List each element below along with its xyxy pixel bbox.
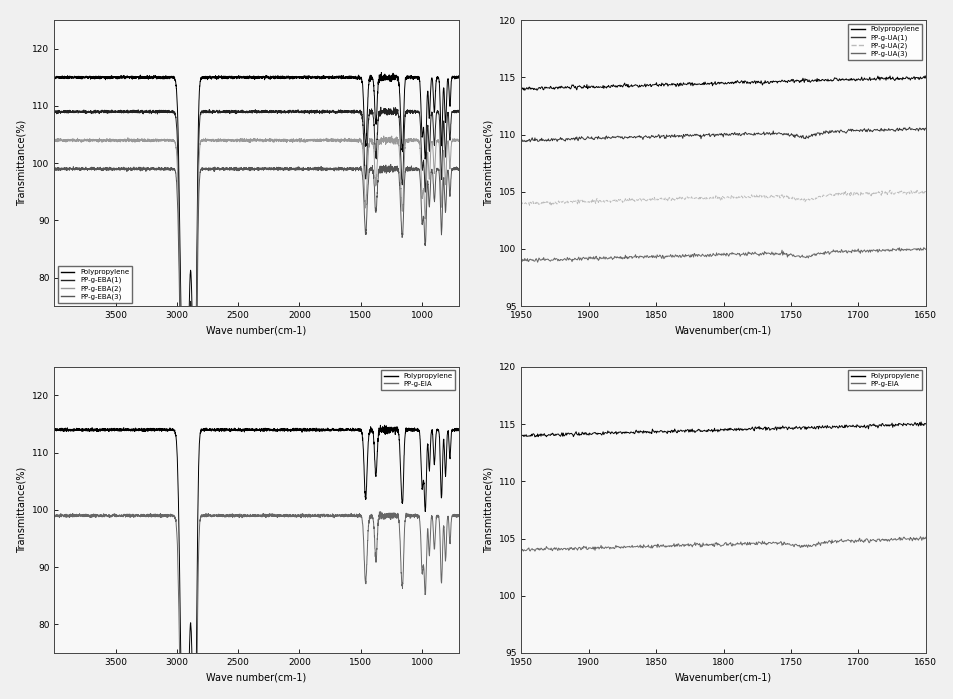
- Y-axis label: Transmittance(%): Transmittance(%): [16, 467, 27, 553]
- Legend: Polypropylene, PP-g-EIA: Polypropylene, PP-g-EIA: [847, 370, 922, 389]
- Legend: Polypropylene, PP-g-UA(1), PP-g-UA(2), PP-g-UA(3): Polypropylene, PP-g-UA(1), PP-g-UA(2), P…: [847, 24, 922, 60]
- X-axis label: Wave number(cm-1): Wave number(cm-1): [206, 672, 306, 682]
- X-axis label: Wave number(cm-1): Wave number(cm-1): [206, 326, 306, 336]
- X-axis label: Wavenumber(cm-1): Wavenumber(cm-1): [675, 672, 771, 682]
- Legend: Polypropylene, PP-g-EBA(1), PP-g-EBA(2), PP-g-EBA(3): Polypropylene, PP-g-EBA(1), PP-g-EBA(2),…: [58, 266, 132, 303]
- X-axis label: Wavenumber(cm-1): Wavenumber(cm-1): [675, 326, 771, 336]
- Y-axis label: Transmittance(%): Transmittance(%): [483, 120, 494, 206]
- Y-axis label: Transmittance(%): Transmittance(%): [16, 120, 27, 206]
- Y-axis label: Transmittance(%): Transmittance(%): [483, 467, 494, 553]
- Legend: Polypropylene, PP-g-EIA: Polypropylene, PP-g-EIA: [381, 370, 455, 389]
